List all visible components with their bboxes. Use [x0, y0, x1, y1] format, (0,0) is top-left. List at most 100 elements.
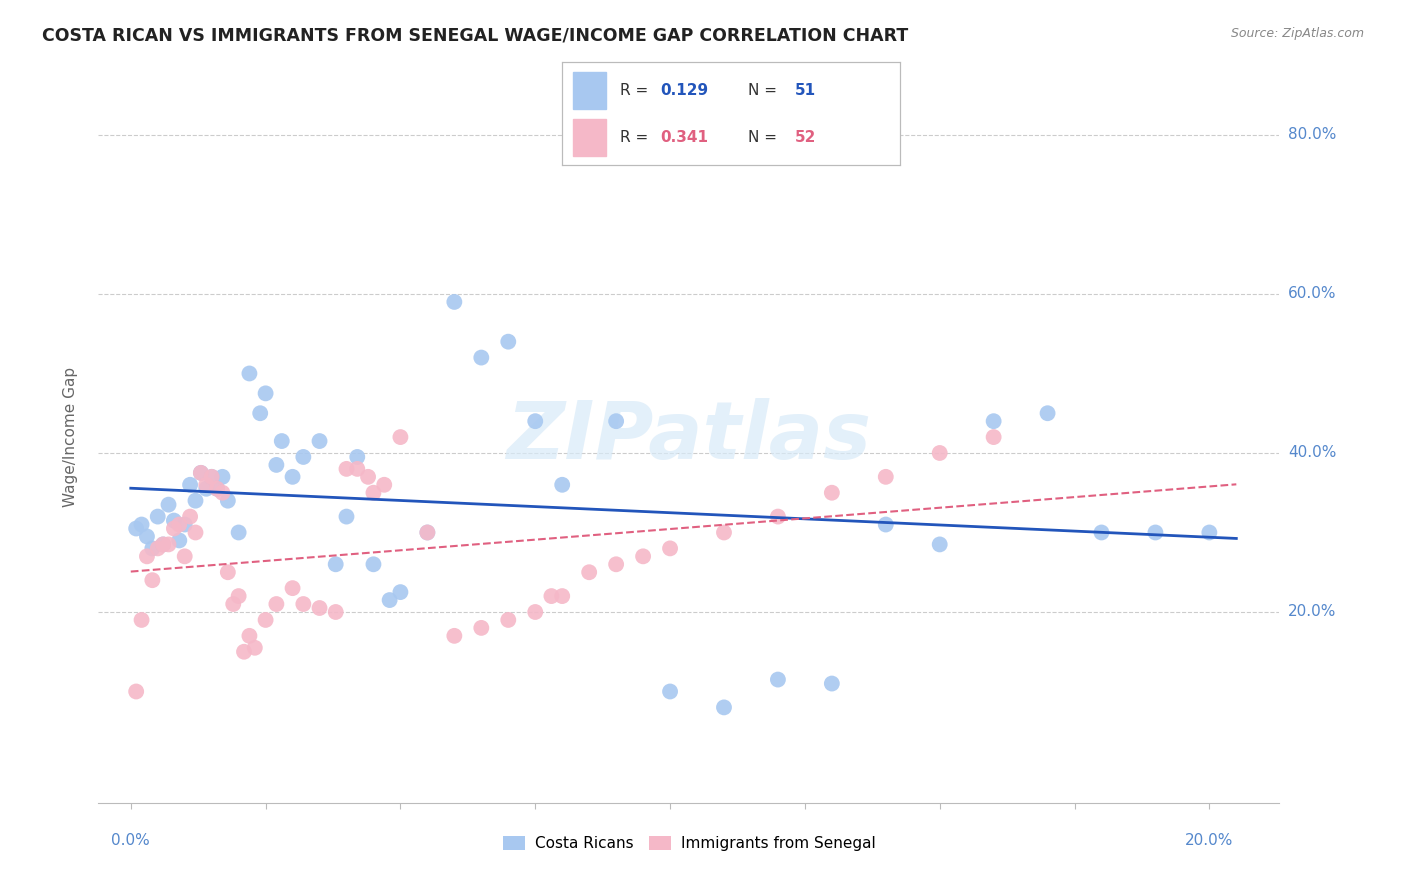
- Point: [605, 414, 627, 428]
- Point: [363, 558, 385, 572]
- Point: [169, 517, 191, 532]
- Point: [875, 470, 897, 484]
- Point: [190, 466, 212, 480]
- Point: [821, 676, 844, 690]
- Point: [498, 334, 520, 349]
- Point: [335, 462, 357, 476]
- Point: [195, 482, 218, 496]
- Point: [928, 446, 950, 460]
- Point: [270, 434, 292, 448]
- Point: [578, 566, 600, 580]
- Point: [524, 605, 547, 619]
- Point: [389, 585, 412, 599]
- Point: [498, 613, 520, 627]
- Point: [205, 482, 228, 496]
- Text: 20.0%: 20.0%: [1185, 833, 1233, 848]
- Text: 20.0%: 20.0%: [1288, 605, 1336, 619]
- Text: N =: N =: [748, 83, 782, 97]
- Point: [243, 640, 266, 655]
- Point: [281, 470, 304, 484]
- Point: [524, 414, 547, 428]
- Point: [281, 581, 304, 595]
- Point: [163, 514, 186, 528]
- Point: [928, 537, 950, 551]
- Point: [378, 593, 401, 607]
- Text: 60.0%: 60.0%: [1288, 286, 1336, 301]
- Point: [766, 509, 789, 524]
- Point: [659, 541, 682, 556]
- Point: [292, 450, 315, 464]
- Point: [416, 525, 439, 540]
- Point: [211, 470, 233, 484]
- Text: R =: R =: [620, 83, 652, 97]
- Point: [205, 482, 228, 496]
- Text: 80.0%: 80.0%: [1288, 128, 1336, 143]
- Point: [551, 477, 574, 491]
- Bar: [572, 71, 606, 109]
- Point: [1036, 406, 1059, 420]
- Text: COSTA RICAN VS IMMIGRANTS FROM SENEGAL WAGE/INCOME GAP CORRELATION CHART: COSTA RICAN VS IMMIGRANTS FROM SENEGAL W…: [42, 27, 908, 45]
- Point: [136, 529, 159, 543]
- Point: [238, 367, 260, 381]
- Point: [346, 462, 368, 476]
- Point: [173, 517, 195, 532]
- Point: [470, 351, 492, 365]
- Bar: [572, 119, 606, 156]
- Point: [233, 645, 256, 659]
- Point: [152, 537, 174, 551]
- Point: [416, 525, 439, 540]
- Point: [1198, 525, 1220, 540]
- Point: [190, 466, 212, 480]
- Point: [163, 521, 186, 535]
- Text: 51: 51: [796, 83, 817, 97]
- Point: [228, 589, 250, 603]
- Text: 0.0%: 0.0%: [111, 833, 150, 848]
- Legend: Costa Ricans, Immigrants from Senegal: Costa Ricans, Immigrants from Senegal: [496, 830, 882, 857]
- Text: 0.341: 0.341: [661, 130, 709, 145]
- Point: [201, 470, 224, 484]
- Point: [389, 430, 412, 444]
- Point: [983, 414, 1005, 428]
- Point: [125, 521, 148, 535]
- Point: [184, 525, 207, 540]
- Y-axis label: Wage/Income Gap: Wage/Income Gap: [63, 367, 77, 508]
- Point: [1090, 525, 1112, 540]
- Point: [254, 386, 277, 401]
- Point: [184, 493, 207, 508]
- Point: [605, 558, 627, 572]
- Point: [146, 541, 169, 556]
- Text: 0.129: 0.129: [661, 83, 709, 97]
- Point: [179, 477, 201, 491]
- Point: [228, 525, 250, 540]
- Point: [157, 498, 180, 512]
- Point: [125, 684, 148, 698]
- Text: N =: N =: [748, 130, 782, 145]
- Point: [470, 621, 492, 635]
- Point: [335, 509, 357, 524]
- Text: Source: ZipAtlas.com: Source: ZipAtlas.com: [1230, 27, 1364, 40]
- Point: [443, 629, 465, 643]
- Point: [659, 684, 682, 698]
- Point: [631, 549, 654, 564]
- Point: [157, 537, 180, 551]
- Point: [713, 700, 735, 714]
- Point: [346, 450, 368, 464]
- Text: 40.0%: 40.0%: [1288, 445, 1336, 460]
- Point: [222, 597, 245, 611]
- Point: [146, 509, 169, 524]
- Point: [363, 485, 385, 500]
- Point: [443, 294, 465, 309]
- Point: [131, 613, 153, 627]
- Point: [713, 525, 735, 540]
- Point: [136, 549, 159, 564]
- Point: [821, 485, 844, 500]
- Point: [325, 558, 347, 572]
- Point: [217, 493, 239, 508]
- Point: [325, 605, 347, 619]
- Point: [1144, 525, 1167, 540]
- Point: [152, 537, 174, 551]
- Point: [766, 673, 789, 687]
- Point: [195, 477, 218, 491]
- Point: [551, 589, 574, 603]
- Point: [201, 470, 224, 484]
